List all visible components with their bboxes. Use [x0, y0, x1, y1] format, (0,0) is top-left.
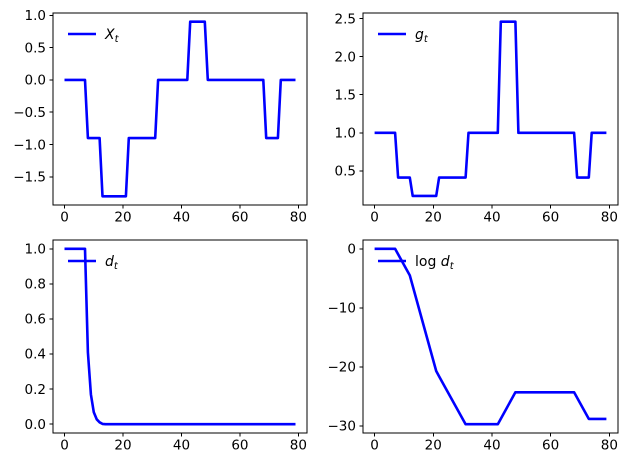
x-tick-label: 60 — [231, 210, 248, 226]
x-tick-label: 0 — [60, 438, 69, 454]
y-tick-label: −20 — [328, 360, 357, 376]
y-tick-label: −0.5 — [13, 105, 46, 121]
series-line-dt — [64, 247, 296, 426]
x-tick-label: 20 — [114, 210, 131, 226]
x-tick-label: 40 — [483, 210, 500, 226]
y-tick-label: 0.2 — [25, 382, 46, 398]
x-tick-label: 60 — [542, 438, 559, 454]
y-tick-label: 1.5 — [335, 87, 356, 103]
y-tick-label: −30 — [328, 419, 357, 435]
axes-frame — [362, 239, 619, 434]
legend-label: Xt — [104, 27, 120, 45]
axes-frame — [52, 239, 308, 434]
x-tick-label: 60 — [231, 438, 248, 454]
y-tick-label: 0.4 — [25, 347, 46, 363]
axes-frame — [52, 12, 308, 206]
y-tick-label: 0.5 — [335, 163, 356, 179]
y-tick-label: 1.0 — [25, 8, 46, 24]
axes-frame — [362, 12, 619, 206]
x-tick-label: 80 — [601, 438, 618, 454]
x-tick-label: 0 — [370, 438, 379, 454]
series-line-xt — [64, 20, 296, 198]
x-tick-label: 0 — [370, 210, 379, 226]
legend-gt: gt — [378, 27, 429, 45]
y-tick-label: 2.5 — [335, 11, 356, 27]
y-tick-label: −1.5 — [13, 170, 46, 186]
x-tick-label: 40 — [173, 210, 190, 226]
x-tick-label: 20 — [114, 438, 131, 454]
y-tick-label: 0.5 — [25, 40, 46, 56]
y-tick-label: 1.0 — [25, 241, 46, 257]
y-tick-label: 0.6 — [25, 312, 46, 328]
x-tick-label: 40 — [483, 438, 500, 454]
y-tick-label: −1.0 — [13, 137, 46, 153]
x-tick-label: 60 — [542, 210, 559, 226]
x-tick-label: 80 — [290, 210, 307, 226]
legend-xt: Xt — [68, 27, 120, 45]
legend-label: gt — [415, 27, 429, 45]
x-tick-label: 40 — [173, 438, 190, 454]
x-tick-label: 80 — [601, 210, 618, 226]
y-tick-label: 2.0 — [335, 49, 356, 65]
series-line-gt — [374, 20, 607, 198]
y-tick-label: 0.8 — [25, 277, 46, 293]
y-tick-label: 0.0 — [25, 417, 46, 433]
x-tick-label: 20 — [425, 438, 442, 454]
y-tick-label: 0.0 — [25, 73, 46, 89]
legend-log-dt: log dt — [378, 254, 455, 272]
series-line-log-dt — [374, 247, 607, 426]
x-tick-label: 20 — [425, 210, 442, 226]
legend-dt: dt — [68, 254, 119, 272]
legend-label: dt — [105, 254, 119, 272]
x-tick-label: 80 — [290, 438, 307, 454]
x-tick-label: 0 — [60, 210, 69, 226]
y-tick-label: 1.0 — [335, 125, 356, 141]
y-tick-label: 0 — [347, 241, 356, 257]
legend-label: log dt — [415, 254, 455, 272]
y-tick-label: −10 — [328, 301, 357, 317]
